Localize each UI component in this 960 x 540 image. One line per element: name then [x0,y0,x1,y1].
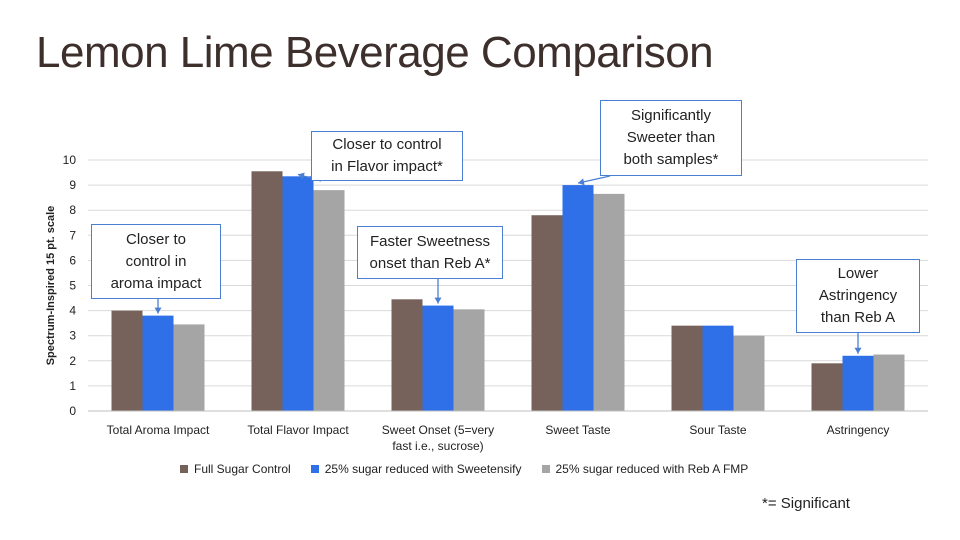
annotation-callout: Lower Astringency than Reb A [796,259,920,333]
bar [811,363,843,411]
legend-item: 25% sugar reduced with Reb A FMP [541,462,749,476]
x-tick-label: Total Flavor Impact [247,423,349,437]
annotation-arrowhead [854,347,862,354]
y-tick-label: 0 [69,404,76,418]
bar [142,315,174,411]
legend-label: 25% sugar reduced with Reb A FMP [555,462,749,476]
slide-title: Lemon Lime Beverage Comparison [36,28,714,77]
bar [873,354,905,411]
bar [173,324,205,411]
x-tick-label: Sweet Onset (5=very [382,423,494,437]
bar [313,190,345,411]
y-tick-label: 7 [69,228,76,242]
annotation-arrowhead [154,307,162,314]
y-tick-label: 4 [69,304,76,318]
significance-footnote: *= Significant [762,495,850,512]
annotation-callout: Closer to control in aroma impact [91,224,221,299]
bar [702,325,734,411]
bar [671,325,703,411]
annotation-arrowhead [578,178,585,186]
annotation-arrowhead [434,297,442,304]
y-tick-label: 5 [69,279,76,293]
legend-swatch [180,465,188,473]
y-axis-label: Spectrum-Inspired 15 pt. scale [45,206,57,366]
annotation-text: Closer to control in aroma impact [110,230,202,292]
annotation-text: Significantly Sweeter than both samples* [623,107,719,168]
bar [111,310,143,411]
x-tick-label: Sour Taste [689,423,746,437]
bar [531,215,563,411]
y-tick-label: 6 [69,253,76,267]
bar [422,305,454,411]
legend-swatch [541,465,550,473]
annotation-arrowhead [298,172,305,180]
y-tick-label: 10 [63,153,77,167]
y-tick-label: 8 [69,203,76,217]
bar [282,176,314,411]
bar [842,355,874,411]
bar [733,335,765,411]
x-tick-label: Total Aroma Impact [107,423,210,437]
x-tick-label: fast i.e., sucrose) [392,439,483,453]
annotation-callout: Closer to control in Flavor impact* [311,131,463,181]
legend-item: Full Sugar Control [180,462,291,476]
annotation-callout: Faster Sweetness onset than Reb A* [357,226,503,279]
annotation-text: Closer to control in Flavor impact* [331,136,443,175]
bar [453,309,485,411]
annotation-text: Faster Sweetness onset than Reb A* [369,232,491,272]
legend-label: 25% sugar reduced with Sweetensify [324,462,522,476]
annotation-text: Lower Astringency than Reb A [818,265,898,326]
chart-legend: Full Sugar Control 25% sugar reduced with… [180,462,748,476]
y-tick-label: 2 [69,354,76,368]
y-tick-label: 9 [69,178,76,192]
bar [593,193,625,411]
bar [251,171,283,411]
x-tick-label: Astringency [827,423,890,437]
bar [391,299,423,411]
x-tick-label: Sweet Taste [545,423,610,437]
bar [562,185,594,411]
legend-label: Full Sugar Control [194,462,291,476]
legend-swatch [310,465,319,473]
y-tick-label: 1 [69,379,76,393]
annotation-callout: Significantly Sweeter than both samples* [600,100,742,176]
y-tick-label: 3 [69,329,76,343]
legend-item: 25% sugar reduced with Sweetensify [310,462,522,476]
